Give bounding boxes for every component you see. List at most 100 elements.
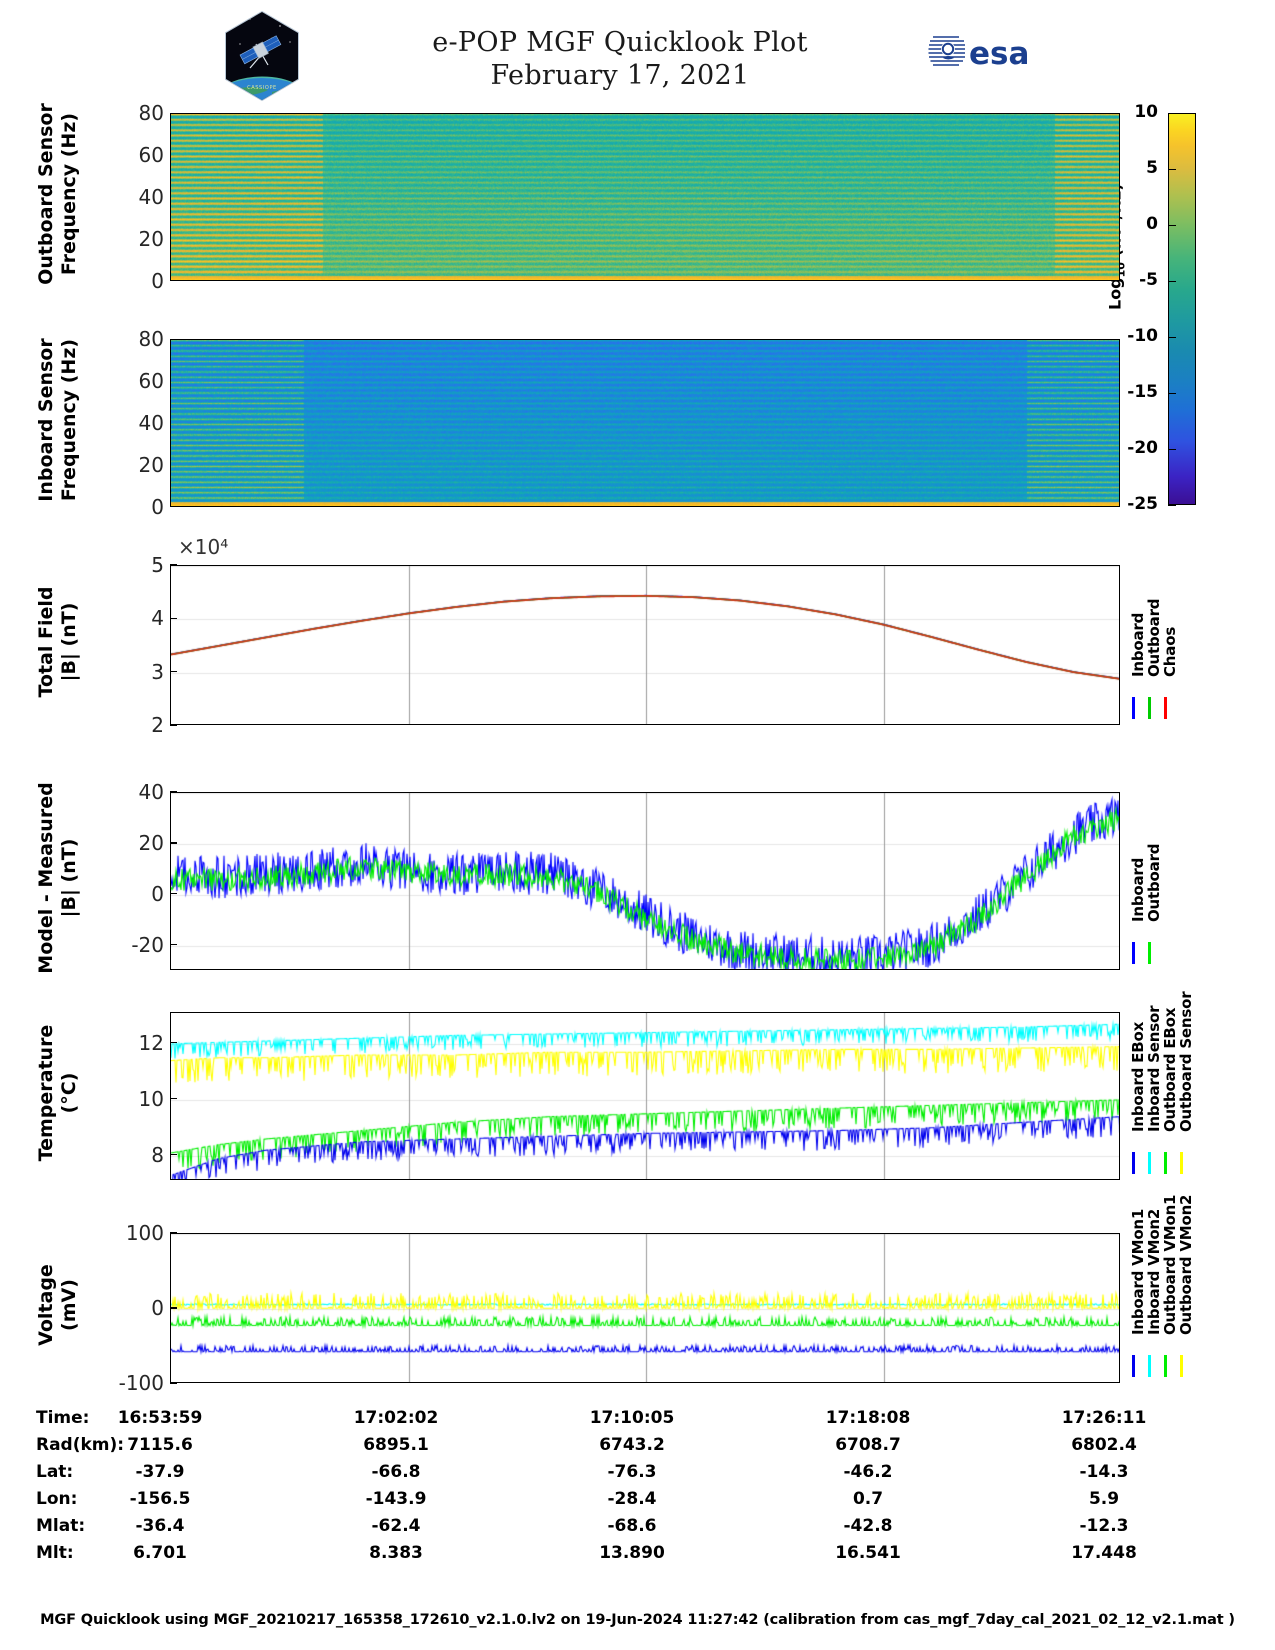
inboard-spectrogram-ytick: 0	[151, 495, 164, 519]
temperature-tickmark	[170, 1154, 177, 1156]
total-field-tickmark	[170, 564, 177, 566]
ephemeris-cell: 8.383	[369, 1543, 423, 1563]
voltage-ytick: 0	[151, 1296, 164, 1320]
panel-temperature-axes	[170, 1012, 1120, 1180]
colorbar-tick	[1168, 337, 1176, 339]
ephemeris-cell: -68.6	[607, 1516, 657, 1536]
ephemeris-cell: 17:26:11	[1061, 1408, 1147, 1428]
colorbar-tick-label: -20	[1127, 438, 1158, 458]
voltage-legend-label: Outboard VMon2	[1177, 1194, 1195, 1335]
colorbar-tick	[1168, 505, 1176, 507]
ephemeris-cell: -14.3	[1079, 1462, 1129, 1482]
voltage-ytick: 100	[125, 1221, 164, 1245]
colorbar-tick-label: -5	[1139, 270, 1158, 290]
esa-logo: esa	[925, 28, 1045, 74]
ephemeris-table: Time: Rad(km): Lat: Lon: Mlat: Mlt: 16:53:59 71…	[0, 1408, 1275, 1583]
inboard-spectrogram-ytick: 80	[138, 327, 164, 351]
colorbar-tick	[1168, 113, 1176, 115]
page-header: CASSIOPE e-POP MGF Quicklook Plot Februa…	[0, 0, 1275, 110]
temperature-legend-swatch	[1180, 1152, 1183, 1174]
ephemeris-cell: -12.3	[1079, 1516, 1129, 1536]
temperature-tickmark	[170, 1098, 177, 1100]
total-field-exponent-label: ×10⁴	[178, 535, 229, 559]
outboard-spectrogram-ytick: 40	[138, 185, 164, 209]
ephemeris-cell: -46.2	[843, 1462, 893, 1482]
model-minus-measured-ytick: 20	[138, 830, 164, 855]
colorbar-tick	[1168, 225, 1176, 227]
outboard-spectrogram-ytick: 0	[151, 269, 164, 293]
colorbar-tick	[1168, 281, 1176, 283]
ephemeris-cell: -156.5	[129, 1489, 191, 1509]
colorbar-tick-label: -15	[1127, 382, 1158, 402]
colorbar-gradient	[1169, 114, 1195, 504]
ephemeris-cell: 6.701	[133, 1543, 187, 1563]
ephemeris-cell: 16.541	[835, 1543, 901, 1563]
colorbar-tick-label: -10	[1127, 326, 1158, 346]
temperature-legend: Inboard EBox Inboard Sensor Outboard EBox O…	[1126, 992, 1275, 1180]
outboard-spectrogram-ytick: 60	[138, 143, 164, 167]
voltage-ytick: -100	[118, 1371, 164, 1395]
model-minus-measured-tickmark	[170, 893, 177, 895]
outboard-spectrogram-ytick: 20	[138, 227, 164, 251]
model-minus-measured-tickmark	[170, 791, 177, 793]
ephemeris-cell: -36.4	[135, 1516, 185, 1536]
model-minus-measured-ytick: 40	[138, 780, 164, 804]
temperature-legend-swatch	[1164, 1152, 1167, 1174]
ephemeris-cell: 17:02:02	[353, 1408, 439, 1428]
total-field-legend-swatch	[1132, 697, 1135, 719]
ephemeris-cell: 7115.6	[127, 1435, 193, 1455]
ephemeris-cell: 17:10:05	[589, 1408, 675, 1428]
colorbar-tick-label: 10	[1134, 102, 1158, 122]
ephemeris-cell: -42.8	[843, 1516, 893, 1536]
ephemeris-cell: 17:18:08	[825, 1408, 911, 1428]
voltage-legend: Inboard VMon1 Inboard VMon2 Outboard VMon1…	[1126, 1195, 1275, 1383]
ephemeris-cell: 5.9	[1088, 1489, 1120, 1509]
total-field-legend-swatch	[1164, 697, 1167, 719]
panel-outboard-spectrogram-axes	[170, 113, 1120, 281]
cassiope-mission-logo: CASSIOPE	[222, 10, 302, 102]
voltage-tickmark	[170, 1382, 177, 1384]
ephemeris-row-label: Rad(km):	[36, 1435, 125, 1455]
total-field-tickmark	[170, 617, 177, 620]
voltage-tickmark	[170, 1307, 177, 1309]
temperature-legend-swatch	[1148, 1152, 1151, 1174]
temperature-trace	[171, 1013, 1119, 1179]
title-main: e-POP MGF Quicklook Plot	[432, 27, 808, 58]
title-subtitle: February 17, 2021	[490, 60, 750, 91]
outboard-spectrogram-image	[171, 114, 1119, 280]
model-minus-measured-ytick: -20	[131, 932, 164, 957]
page-title: e-POP MGF Quicklook Plot February 17, 20…	[300, 26, 940, 92]
panel-total-field-axes	[170, 565, 1120, 725]
ephemeris-cell: 6895.1	[363, 1435, 429, 1455]
total-field-legend-swatch	[1148, 697, 1151, 719]
colorbar-tick-label: 0	[1146, 214, 1158, 234]
voltage-legend-swatch	[1148, 1355, 1151, 1377]
total-field-legend-label: Chaos	[1161, 626, 1179, 677]
ephemeris-cell: 17.448	[1071, 1543, 1137, 1563]
panel-inboard-spectrogram-axes	[170, 339, 1120, 507]
ephemeris-cell: 6743.2	[599, 1435, 665, 1455]
temperature-ytick: 8	[151, 1142, 164, 1167]
ephemeris-cell: 6802.4	[1071, 1435, 1137, 1455]
colorbar-tick	[1168, 169, 1176, 171]
model-minus-measured-legend: Inboard Outboard	[1126, 792, 1275, 970]
ephemeris-cell: -76.3	[607, 1462, 657, 1482]
model-minus-measured-trace	[171, 793, 1119, 969]
voltage-legend-swatch	[1180, 1355, 1183, 1377]
panel-voltage-axes	[170, 1233, 1120, 1383]
model-minus-measured-legend-swatch	[1148, 942, 1151, 964]
svg-text:CASSIOPE: CASSIOPE	[247, 85, 277, 91]
ephemeris-cell: 16:53:59	[117, 1408, 203, 1428]
temperature-legend-swatch	[1132, 1152, 1135, 1174]
model-minus-measured-legend-label: Outboard	[1145, 843, 1163, 922]
panel-model-minus-measured-axes	[170, 792, 1120, 970]
model-minus-measured-tickmark	[170, 943, 177, 946]
footer-text: MGF Quicklook using MGF_20210217_165358_…	[40, 1612, 1235, 1628]
temperature-ytick: 12	[138, 1030, 164, 1055]
